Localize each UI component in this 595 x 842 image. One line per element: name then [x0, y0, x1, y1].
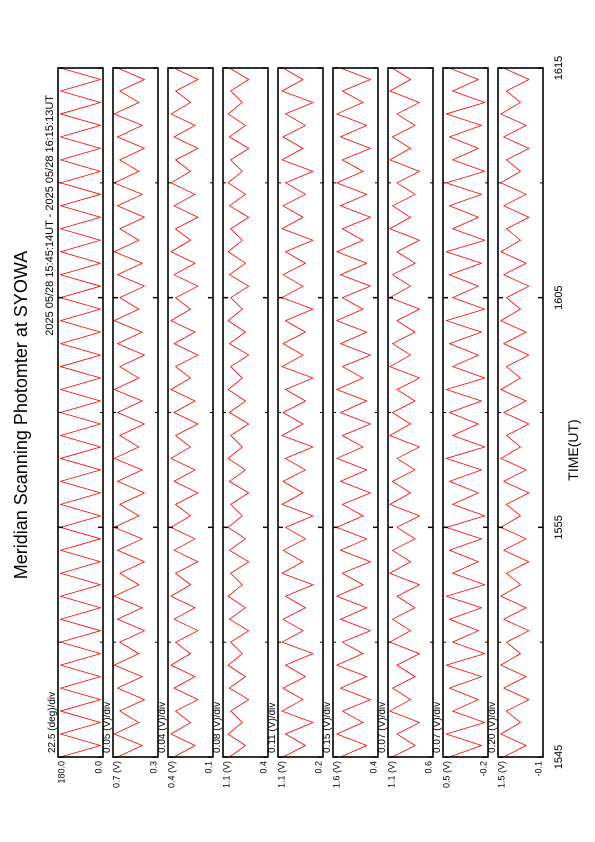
signal-line — [227, 67, 250, 758]
x-tick-label: 1555 — [553, 515, 565, 539]
y-tick-label: 0.3 — [148, 761, 158, 774]
chart-subtitle: 2025 05/28 15:45:14UT - 2025 05/28 16:15… — [44, 95, 56, 336]
scale-label: 22.5 (deg)/div — [47, 692, 58, 753]
y-tick-label: 0.4 — [258, 761, 268, 774]
y-tick-label: 1.1 (V) — [386, 761, 396, 788]
panel-frame — [277, 67, 324, 758]
y-tick-label: -0.1 — [533, 761, 543, 777]
scale-label: 0.05 (V)/div — [102, 702, 113, 753]
signal-line — [60, 67, 101, 758]
signal-line — [500, 67, 530, 758]
panel-frame — [112, 67, 159, 758]
x-tick-label: 1605 — [553, 285, 565, 309]
signal-line — [281, 67, 314, 758]
panel-frame — [387, 67, 434, 758]
x-tick-label: 1615 — [553, 56, 565, 80]
y-tick-label: 1.5 (V) — [496, 761, 506, 788]
y-tick-label: 1.1 (V) — [221, 761, 231, 788]
y-tick-label: 180.0 — [56, 761, 66, 784]
signal-line — [445, 67, 486, 758]
scale-label: 0.15 (V)/div — [322, 702, 333, 753]
y-tick-label: 0.2 — [313, 761, 323, 774]
y-tick-label: 0.0 — [93, 761, 103, 774]
y-tick-label: 0.4 (V) — [166, 761, 176, 788]
y-tick-label: 0.4 — [368, 761, 378, 774]
scale-label: 0.04 (V)/div — [157, 702, 168, 753]
rotated-plot: Meridian Scanning Photomter at SYOWA 202… — [11, 56, 581, 788]
panel-frame — [57, 67, 104, 758]
chart-title: Meridian Scanning Photomter at SYOWA — [11, 251, 31, 579]
scale-label: 0.11 (V)/div — [267, 703, 278, 753]
signal-line — [336, 67, 371, 758]
x-tick-label: 1545 — [553, 745, 565, 769]
scale-label: 0.20 (V)/div — [487, 702, 498, 753]
scale-label: 0.07 (V)/div — [432, 702, 443, 753]
y-tick-label: 0.6 — [423, 761, 433, 774]
y-tick-label: 0.5 (V) — [441, 761, 451, 788]
panel-frame — [332, 67, 379, 758]
y-tick-label: 0.1 — [203, 761, 213, 774]
scale-label: 0.08 (V)/div — [212, 702, 223, 753]
y-tick-label: -0.2 — [478, 761, 488, 777]
x-axis-label: TIME(UT) — [565, 419, 581, 480]
signal-line — [170, 67, 199, 758]
scale-label: 0.07 (V)/div — [377, 702, 388, 753]
y-tick-label: 1.1 (V) — [276, 761, 286, 788]
signal-line — [113, 67, 145, 758]
y-tick-label: 1.6 (V) — [331, 761, 341, 788]
signal-line — [389, 67, 420, 758]
y-tick-label: 0.7 (V) — [111, 761, 121, 788]
